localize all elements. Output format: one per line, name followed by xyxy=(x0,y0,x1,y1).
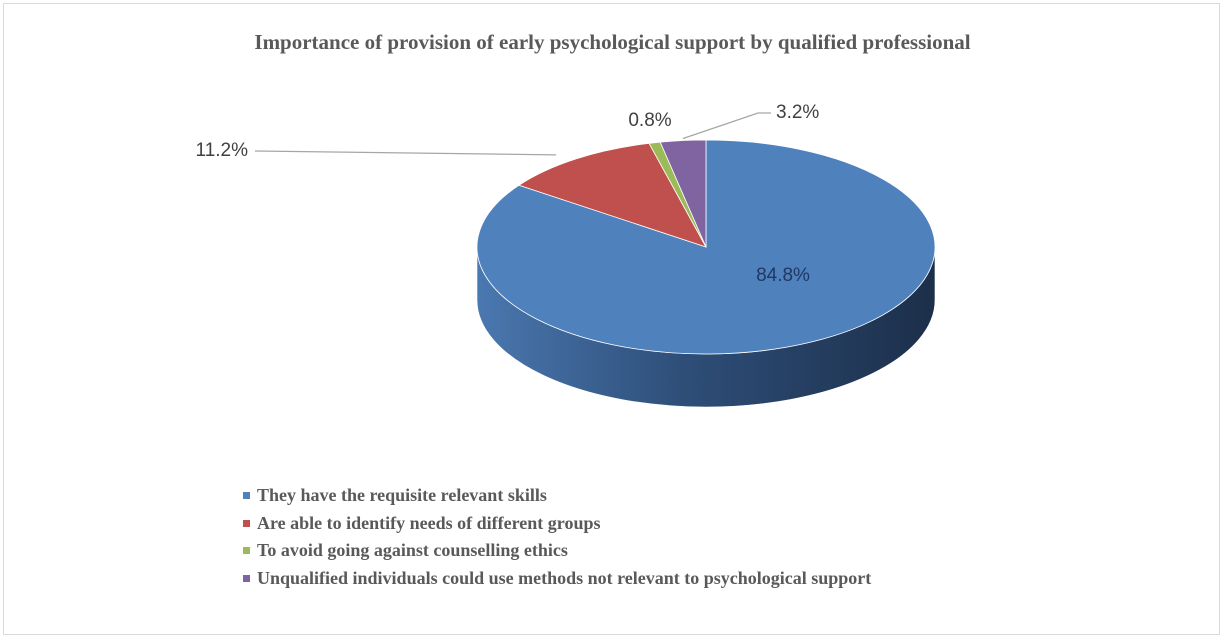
leader-line xyxy=(254,150,557,156)
pie-slice xyxy=(659,139,707,248)
legend-label: Are able to identify needs of different … xyxy=(257,512,601,533)
legend-label: They have the requisite relevant skills xyxy=(257,485,547,505)
legend-swatch xyxy=(243,547,250,554)
data-label: 0.8% xyxy=(628,110,671,131)
legend-item: Are able to identify needs of different … xyxy=(243,510,871,537)
data-label: 11.2% xyxy=(196,140,249,161)
legend-label: Unqualified individuals could use method… xyxy=(257,567,872,588)
legend-label: To avoid going against counselling ethic… xyxy=(257,540,568,560)
legend-swatch xyxy=(243,519,250,527)
data-label: 84.8% xyxy=(756,265,810,286)
leader-line xyxy=(682,112,771,140)
chart-title: Importance of provision of early psychol… xyxy=(254,30,971,54)
legend-swatch xyxy=(243,492,250,499)
legend-item: Unqualified individuals could use method… xyxy=(243,565,871,592)
pie-slice xyxy=(518,142,707,248)
data-label: 3.2% xyxy=(776,102,819,123)
legend-item: They have the requisite relevant skills xyxy=(243,482,871,509)
chart-legend: They have the requisite relevant skills … xyxy=(243,482,871,592)
legend-item: To avoid going against counselling ethic… xyxy=(243,537,871,564)
legend-swatch xyxy=(243,574,250,582)
